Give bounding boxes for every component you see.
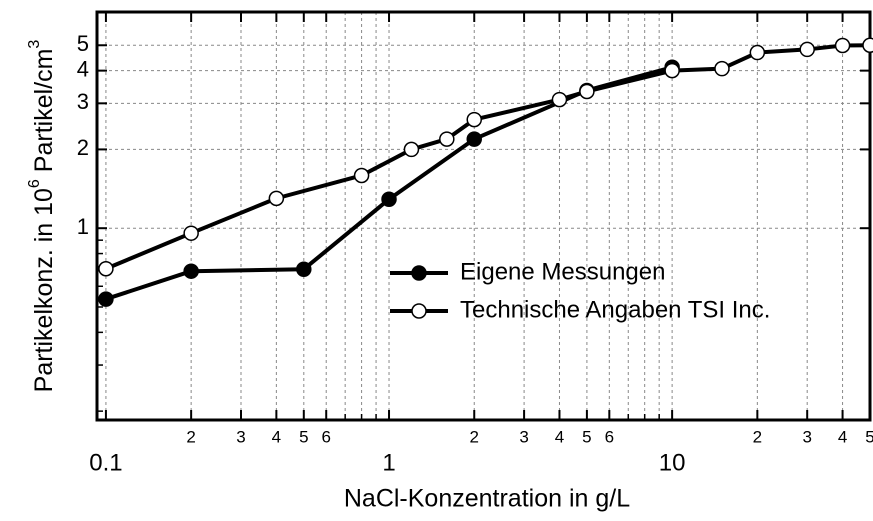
data-point [439,131,455,147]
data-point [403,141,420,158]
x-tick-label: 0.1 [89,449,122,476]
x-tick-label: 4 [272,427,281,446]
x-tick-label: 6 [321,427,330,446]
data-point [296,261,312,277]
x-tick-label: 5 [865,427,873,446]
x-tick-label: 3 [519,427,528,446]
data-point [749,44,766,61]
x-tick-label: 3 [236,427,245,446]
legend-marker [411,303,427,319]
legend-marker [411,265,427,281]
plot-frame [95,10,872,422]
legend-label: Eigene Messungen [460,258,665,285]
x-tick-label: 10 [659,449,686,476]
y-axis-label-part: Partikel/cm [30,49,58,180]
data-point [862,37,873,54]
data-point [664,62,680,79]
data-point [579,83,595,100]
data-point [98,260,114,277]
data-point [834,37,851,54]
legend-label: Technische Angaben TSI Inc. [460,296,770,323]
x-tick-label: 6 [605,427,614,446]
x-tick-label: 3 [802,427,811,446]
x-tick-label: 4 [838,427,847,446]
data-point [353,167,370,184]
data-point [799,41,815,58]
data-point [714,60,730,77]
x-axis-label: NaCl-Konzentration in g/L [344,485,630,513]
y-tick-label: 1 [77,214,89,239]
data-point [268,190,285,207]
y-tick-label: 2 [77,135,89,160]
x-tick-label: 2 [186,427,195,446]
data-point [98,291,114,307]
y-tick-label: 4 [77,56,89,81]
y-axis-label-part: Partikelkonz. in 10 [30,188,58,392]
data-point [183,263,199,279]
data-point [551,91,568,108]
x-tick-label: 1 [382,449,395,476]
x-tick-label: 5 [582,427,591,446]
x-tick-label: 2 [470,427,479,446]
y-tick-label: 3 [77,89,89,114]
x-tick-label: 4 [555,427,564,446]
data-point [381,191,397,208]
data-point [466,111,482,128]
y-axis-label: Partikelkonz. in 106 Partikel/cm3 [26,40,57,393]
data-point [466,131,482,147]
series-line [105,43,871,271]
y-axis-label-superscript: 3 [26,40,43,49]
y-axis-label-superscript: 6 [26,179,43,188]
data-point [183,225,199,241]
x-tick-label: 5 [299,427,308,446]
y-tick-label: 5 [77,31,89,56]
x-tick-label: 2 [753,427,762,446]
